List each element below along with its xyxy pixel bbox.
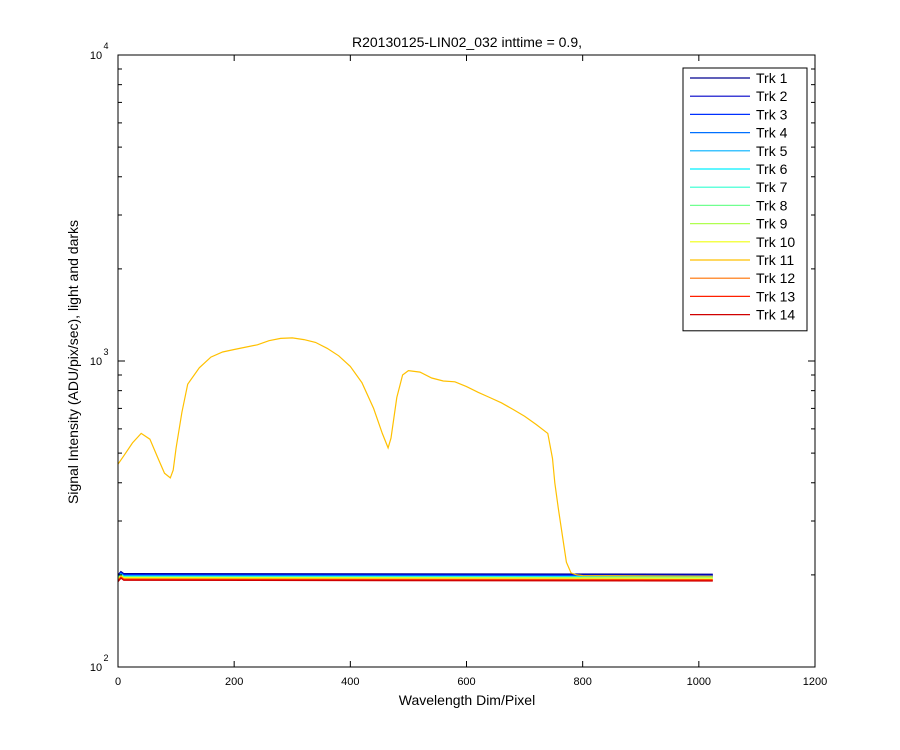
legend-label: Trk 5 [756,143,788,159]
x-tick-label: 0 [115,676,121,688]
legend-label: Trk 1 [756,70,788,86]
x-tick-label: 200 [225,676,243,688]
y-tick-label-base: 10 [90,356,102,368]
y-tick-label-base: 10 [90,662,102,674]
chart-title: R20130125-LIN02_032 inttime = 0.9, [352,34,582,50]
series-line-trk-10 [118,574,713,580]
series-line-trk-11 [118,337,713,577]
legend-label: Trk 2 [756,88,788,104]
y-axis-label: Signal Intensity (ADU/pix/sec), light an… [65,220,81,504]
legend-label: Trk 9 [756,216,788,232]
legend-label: Trk 12 [756,270,795,286]
y-tick-label-exponent: 3 [103,347,108,357]
x-tick-label: 1200 [803,676,827,688]
x-tick-label: 800 [573,676,591,688]
x-tick-label: 400 [341,676,359,688]
legend-label: Trk 11 [756,252,794,268]
legend-label: Trk 4 [756,125,788,141]
x-tick-label: 600 [457,676,475,688]
series-line-trk-14 [118,577,713,583]
y-tick-label-exponent: 2 [103,653,108,663]
legend-label: Trk 8 [756,197,788,213]
legend-label: Trk 3 [756,106,788,122]
y-tick-label-base: 10 [90,50,102,62]
legend-label: Trk 14 [756,307,795,323]
y-tick-label-exponent: 4 [103,41,108,51]
legend: Trk 1 Trk 2 Trk 3 Trk 4 Trk 5 Trk 6 Trk 7 Trk 8… [682,67,808,332]
x-axis-label: Wavelength Dim/Pixel [399,692,535,708]
legend-label: Trk 10 [756,234,795,250]
x-tick-label: 1000 [687,676,711,688]
legend-label: Trk 7 [756,179,788,195]
legend-label: Trk 6 [756,161,788,177]
legend-label: Trk 13 [756,288,795,304]
legend-box [682,67,808,332]
